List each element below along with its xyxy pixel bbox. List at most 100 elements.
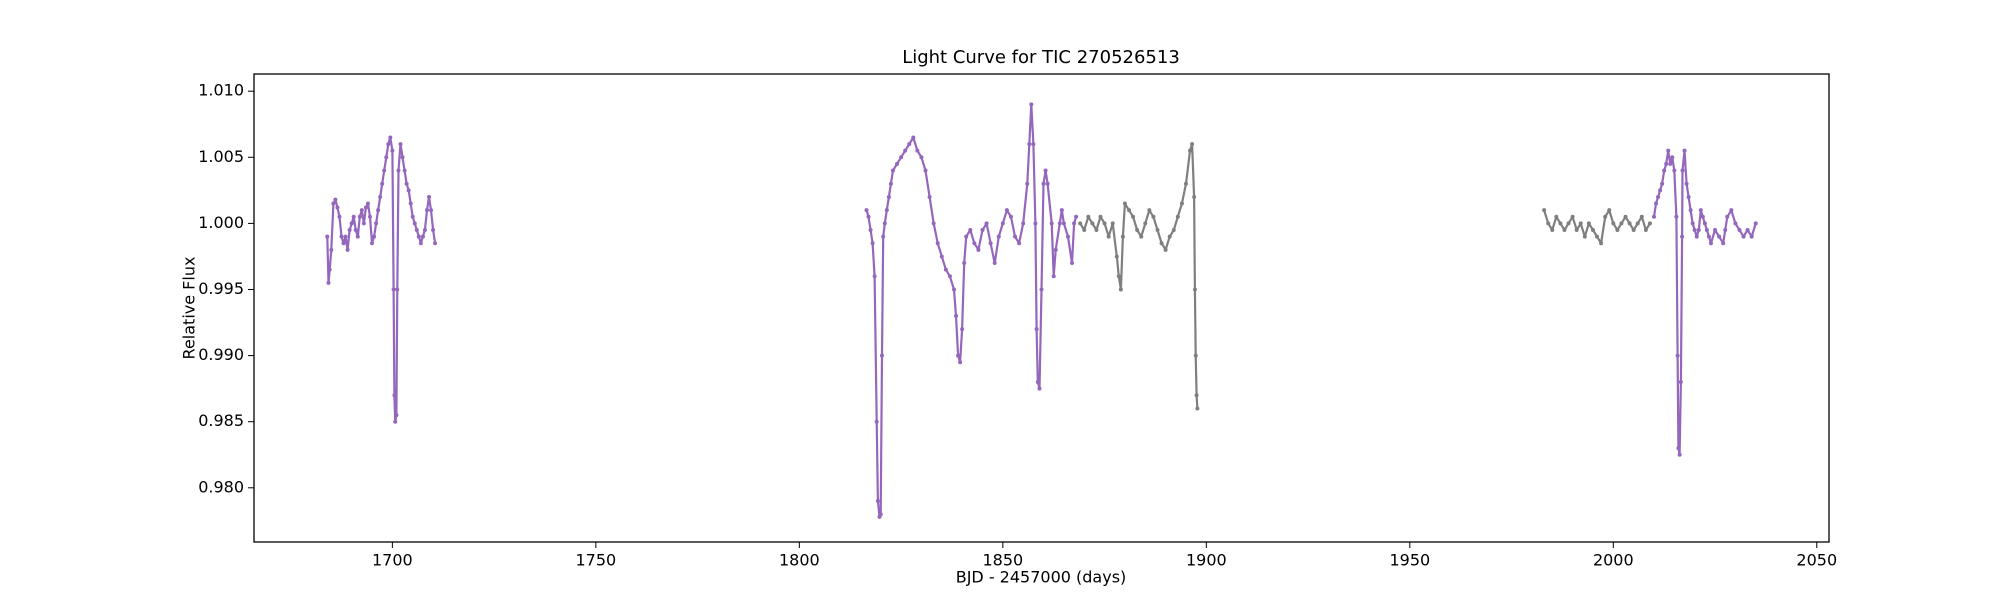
flux-point bbox=[396, 168, 401, 173]
flux-point bbox=[1179, 201, 1184, 206]
flux-point bbox=[1041, 181, 1046, 186]
flux-point bbox=[1049, 221, 1054, 226]
flux-point bbox=[433, 241, 438, 246]
flux-point bbox=[1034, 327, 1039, 332]
flux-point bbox=[1074, 214, 1079, 219]
flux-point bbox=[367, 214, 372, 219]
flux-point bbox=[1155, 228, 1160, 232]
flux-point bbox=[339, 234, 344, 239]
flux-point bbox=[1135, 228, 1140, 232]
flux-point bbox=[1662, 168, 1667, 173]
flux-point bbox=[1051, 274, 1056, 279]
flux-point bbox=[374, 221, 379, 226]
flux-point bbox=[392, 393, 397, 398]
flux-point bbox=[1656, 194, 1661, 199]
flux-point bbox=[376, 208, 381, 213]
flux-point bbox=[1183, 181, 1188, 186]
flux-point bbox=[416, 234, 421, 239]
flux-point bbox=[907, 142, 912, 147]
flux-point bbox=[1118, 287, 1123, 292]
flux-point bbox=[954, 313, 959, 318]
flux-point bbox=[341, 241, 346, 246]
flux-point bbox=[1607, 208, 1612, 213]
flux-point bbox=[890, 168, 895, 173]
flux-point bbox=[1664, 161, 1669, 166]
flux-point bbox=[881, 234, 886, 239]
flux-point bbox=[1017, 241, 1022, 246]
flux-point bbox=[1086, 214, 1091, 219]
flux-point bbox=[1698, 208, 1703, 213]
flux-point bbox=[972, 241, 977, 246]
y-tick-label: 0.980 bbox=[198, 477, 244, 496]
flux-point bbox=[372, 234, 377, 239]
flux-point bbox=[879, 353, 884, 358]
flux-point bbox=[1619, 221, 1624, 226]
flux-point bbox=[1143, 221, 1148, 226]
flux-point bbox=[337, 214, 342, 219]
flux-point bbox=[395, 287, 400, 292]
flux-point bbox=[370, 241, 375, 246]
flux-point bbox=[355, 234, 360, 239]
flux-point bbox=[1666, 148, 1671, 153]
flux-point bbox=[1175, 214, 1180, 219]
flux-point bbox=[414, 228, 419, 232]
flux-point bbox=[1615, 228, 1620, 232]
flux-point bbox=[1171, 228, 1176, 232]
flux-point bbox=[1035, 380, 1040, 385]
flux-point bbox=[1676, 446, 1681, 451]
flux-point bbox=[1037, 386, 1042, 391]
flux-point bbox=[1102, 221, 1107, 226]
flux-point bbox=[1542, 208, 1547, 213]
flux-point bbox=[1706, 234, 1711, 239]
flux-point bbox=[1599, 241, 1604, 246]
flux-point bbox=[1721, 241, 1726, 246]
flux-point bbox=[1680, 168, 1685, 173]
flux-point bbox=[1065, 234, 1070, 239]
light-curve-trace bbox=[326, 136, 437, 423]
x-tick-label: 1750 bbox=[576, 551, 617, 570]
x-tick-label: 2050 bbox=[1796, 551, 1837, 570]
flux-point bbox=[1672, 168, 1677, 173]
flux-point bbox=[919, 155, 924, 160]
flux-point bbox=[1188, 148, 1193, 153]
flux-point bbox=[984, 221, 989, 226]
flux-point bbox=[1680, 234, 1685, 239]
y-tick-label: 1.000 bbox=[198, 213, 244, 232]
x-tick-label: 1800 bbox=[779, 551, 820, 570]
flux-point bbox=[1122, 201, 1127, 206]
flux-point bbox=[1029, 102, 1034, 107]
flux-point bbox=[1008, 214, 1013, 219]
flux-point bbox=[1654, 201, 1659, 206]
flux-point bbox=[1723, 228, 1728, 232]
flux-point bbox=[1627, 221, 1632, 226]
flux-point bbox=[1139, 234, 1144, 239]
flux-point bbox=[976, 247, 981, 252]
flux-point bbox=[1114, 254, 1119, 259]
flux-point bbox=[394, 413, 399, 418]
flux-point bbox=[1749, 234, 1754, 239]
flux-point bbox=[1558, 221, 1563, 226]
flux-point bbox=[903, 148, 908, 153]
flux-point bbox=[422, 228, 427, 232]
flux-point bbox=[939, 254, 944, 259]
flux-point bbox=[327, 267, 332, 272]
flux-point bbox=[1082, 228, 1087, 232]
flux-point bbox=[980, 228, 985, 232]
flux-point bbox=[1116, 274, 1121, 279]
flux-point bbox=[410, 214, 415, 219]
flux-point bbox=[956, 353, 961, 358]
flux-point bbox=[988, 241, 993, 246]
flux-point bbox=[1546, 221, 1551, 226]
flux-point bbox=[1195, 406, 1200, 411]
flux-point bbox=[1072, 221, 1077, 226]
flux-point bbox=[1688, 208, 1693, 213]
flux-point bbox=[870, 241, 875, 246]
flux-point bbox=[1603, 214, 1608, 219]
flux-point bbox=[1692, 228, 1697, 232]
flux-point bbox=[388, 135, 393, 140]
flux-point bbox=[947, 274, 952, 279]
flux-point bbox=[1590, 228, 1595, 232]
flux-point bbox=[398, 142, 403, 147]
flux-point bbox=[935, 241, 940, 246]
flux-point bbox=[1147, 208, 1152, 213]
